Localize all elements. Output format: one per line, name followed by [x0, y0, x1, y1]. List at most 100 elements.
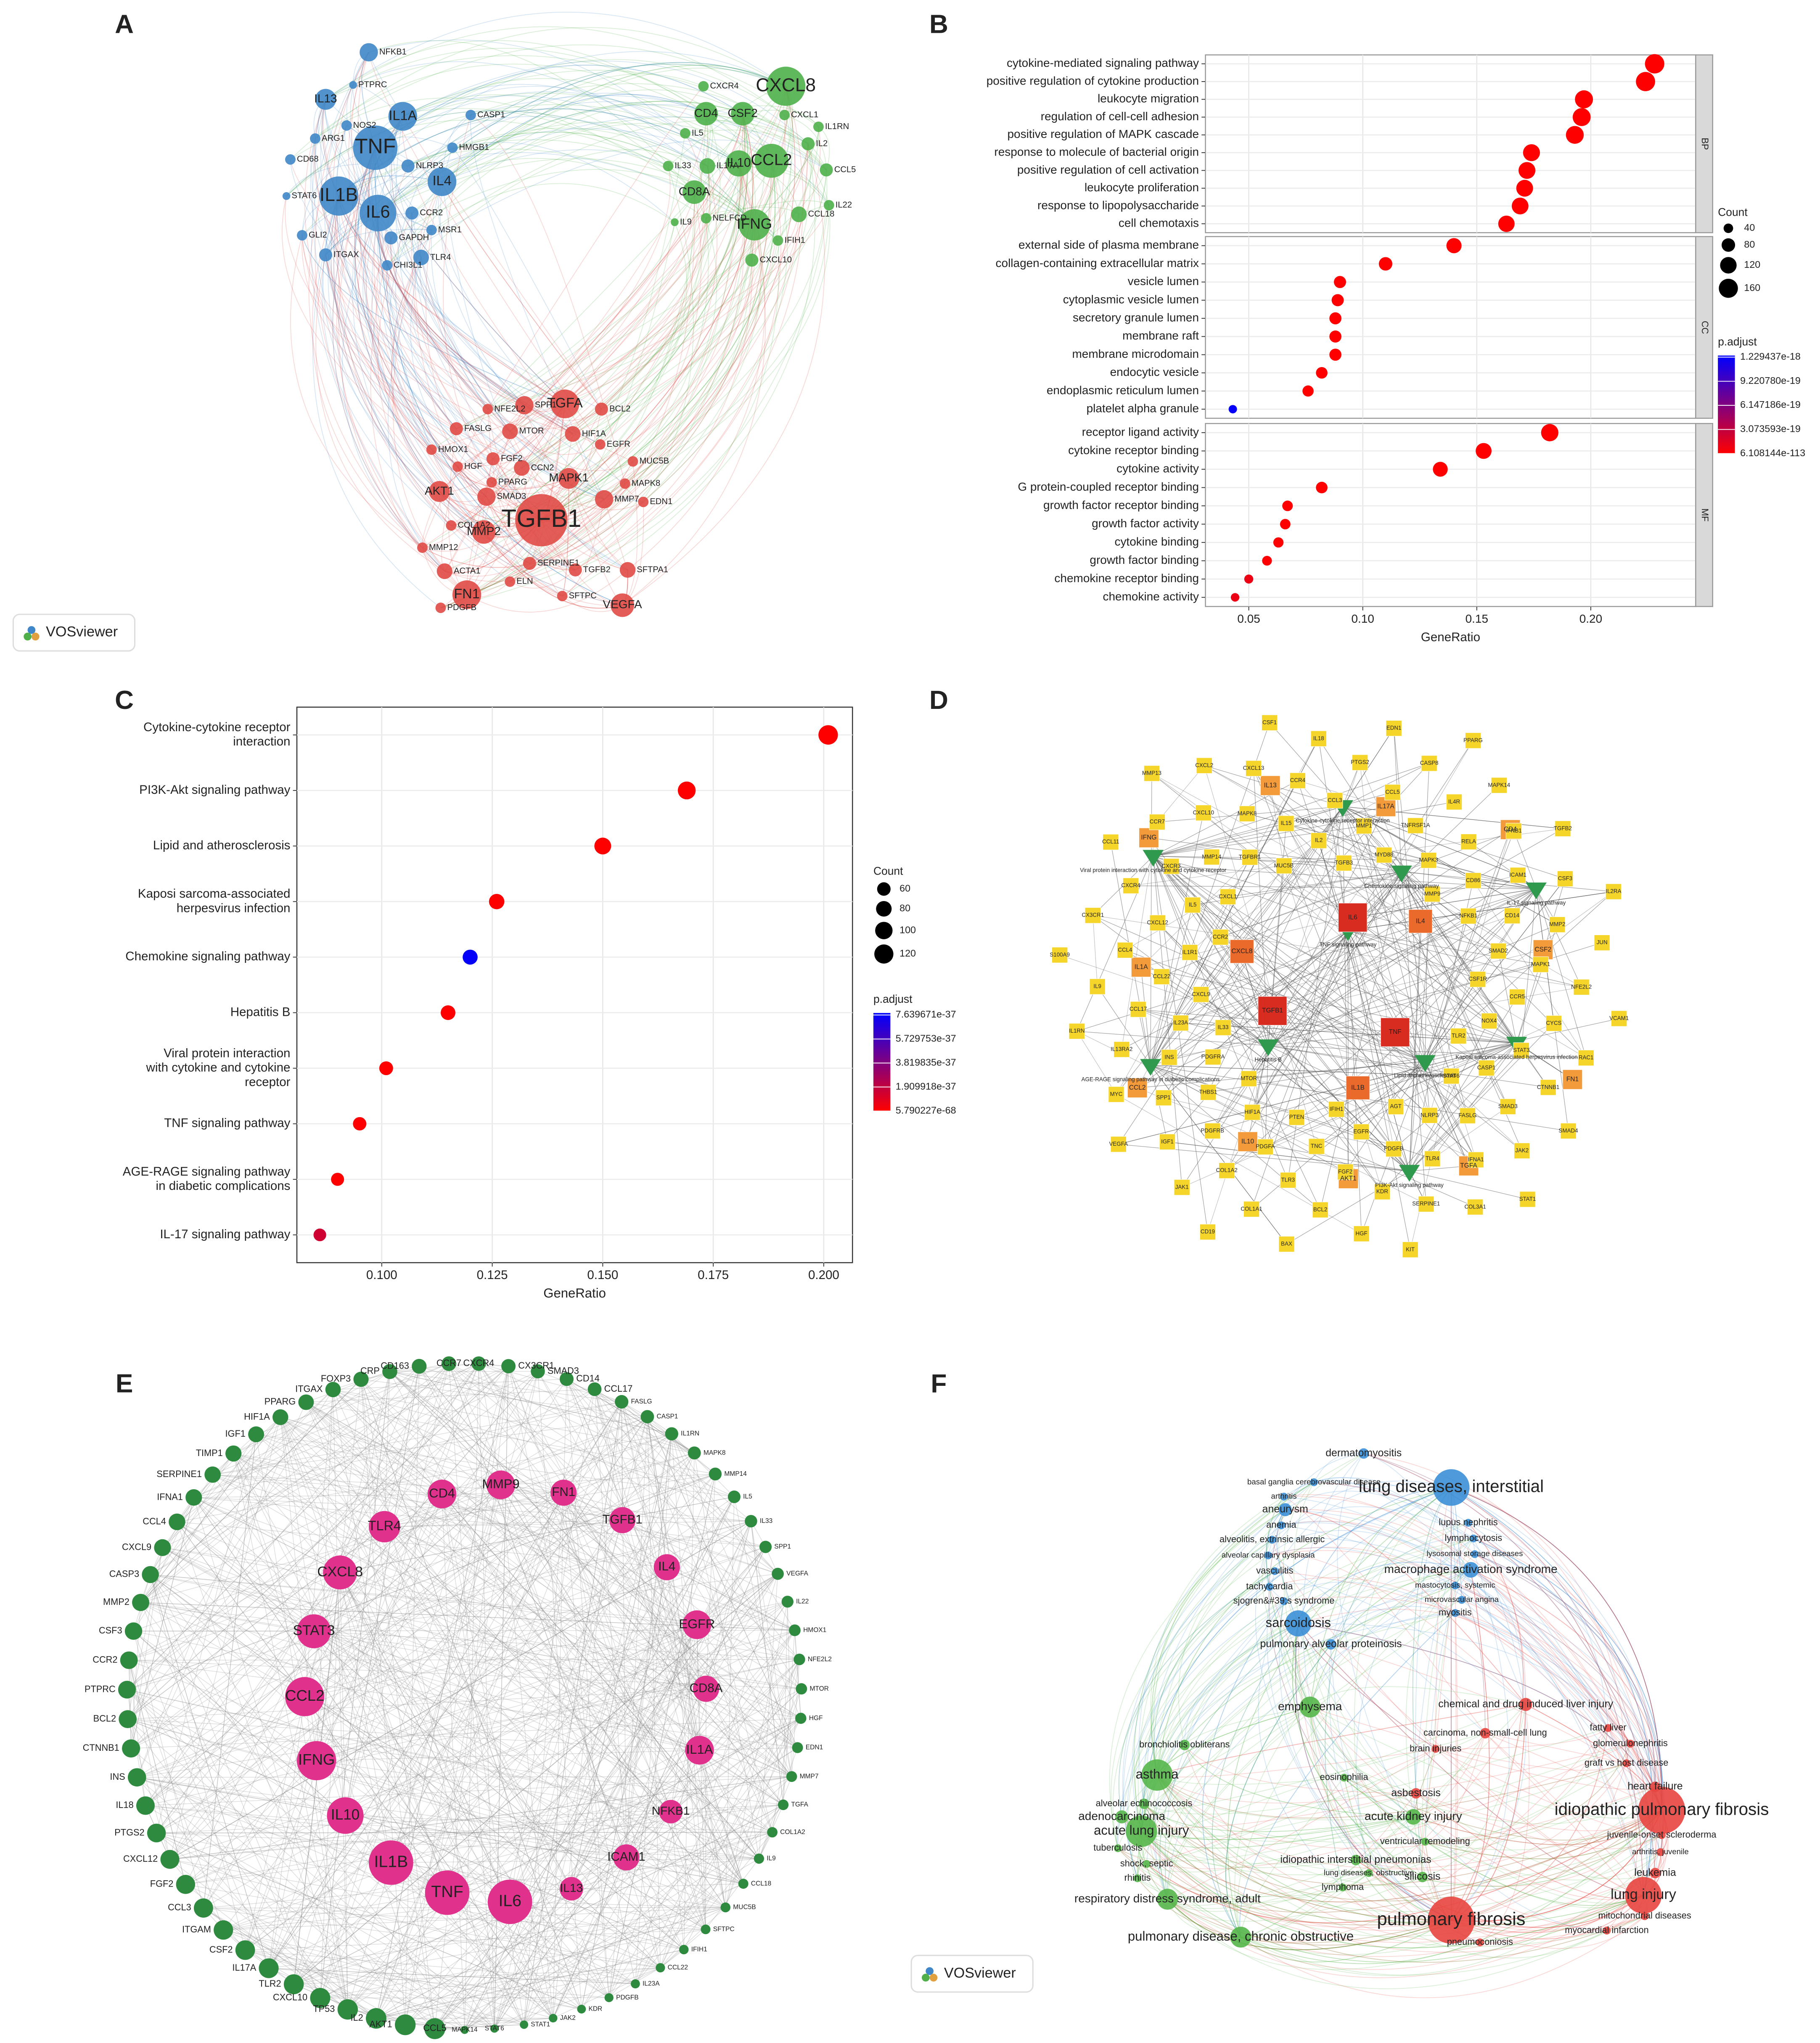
edge — [1455, 1585, 1486, 1734]
edge — [286, 93, 772, 196]
edge — [500, 1485, 661, 1968]
node — [477, 487, 496, 506]
edge — [268, 1815, 346, 1969]
dot — [1636, 72, 1655, 91]
node-label: HIF1A — [1244, 1109, 1260, 1115]
edge — [1347, 740, 1473, 931]
node-label: CD4 — [1504, 826, 1517, 833]
node-label: TGFB1 — [603, 1512, 643, 1526]
node-label: PDGFB — [1384, 1145, 1403, 1152]
edge — [510, 86, 796, 582]
edge — [140, 1366, 420, 1603]
node — [1182, 944, 1198, 961]
edge — [1269, 1586, 1607, 1931]
edge — [1109, 1509, 1286, 1848]
edge — [212, 1363, 479, 1475]
edge — [386, 120, 808, 266]
node-label: TLR3 — [1281, 1176, 1295, 1183]
edge — [1283, 865, 1489, 1021]
edge — [1167, 1876, 1423, 1922]
edge — [1409, 996, 1518, 1171]
node — [442, 1356, 456, 1371]
edge — [1212, 1623, 1299, 1937]
edge — [442, 73, 704, 182]
edge — [360, 1379, 435, 2029]
node — [447, 142, 458, 153]
edge — [1298, 1562, 1471, 1624]
node-label: FASLG — [464, 424, 492, 433]
edge — [1143, 1763, 1627, 1842]
node-label: MMP7 — [614, 494, 639, 504]
edge — [466, 161, 772, 595]
edge — [306, 1402, 759, 1859]
edge — [470, 114, 626, 484]
node — [1114, 1041, 1130, 1058]
edge — [1220, 860, 1429, 938]
legend-dot — [875, 922, 893, 939]
edge — [1146, 1810, 1662, 1923]
edge — [1153, 1482, 1315, 1775]
edge — [622, 1520, 744, 1884]
node — [638, 497, 649, 507]
edge — [1135, 1571, 1275, 1832]
node — [656, 1963, 665, 1973]
edge — [1153, 763, 1429, 856]
edge — [1268, 1045, 1586, 1058]
edge — [1471, 1569, 1526, 1705]
dot — [1334, 276, 1346, 288]
edge — [1249, 930, 1348, 1079]
edge — [1237, 1569, 1471, 1937]
node-label: MAPK1 — [549, 471, 589, 484]
node-label: PPARG — [498, 477, 527, 486]
edge — [1192, 905, 1269, 1046]
y-tick-label: chemokine receptor binding — [1054, 572, 1199, 585]
node — [1604, 1724, 1612, 1732]
y-tick-label: growth factor receptor binding — [1043, 498, 1199, 511]
node — [486, 452, 500, 465]
edge — [1471, 1569, 1651, 1895]
edge — [177, 1521, 726, 1908]
node-label: CCL3 — [168, 1902, 191, 1913]
edge — [1432, 1106, 1508, 1159]
edge — [177, 1371, 390, 1522]
edge — [566, 1379, 706, 1689]
node-label: SMAD2 — [1489, 947, 1508, 954]
node-label: COL1A2 — [458, 521, 490, 530]
node-label: idiopathic interstitial pneumonias — [1280, 1853, 1431, 1865]
edge — [286, 194, 378, 214]
edge — [521, 468, 644, 510]
nodes — [118, 1356, 807, 2039]
edge — [442, 89, 743, 182]
edge — [487, 222, 675, 410]
edge — [368, 40, 778, 241]
edge — [193, 1363, 479, 1498]
edge — [285, 196, 457, 429]
edge — [1309, 1707, 1416, 1794]
node-label: alveolitis, extrinsic allergic — [1220, 1534, 1325, 1544]
edge — [1143, 1803, 1662, 1886]
dot — [1566, 126, 1584, 144]
node-label: pulmonary alveolar proteinosis — [1260, 1638, 1402, 1649]
node — [124, 1622, 143, 1640]
node — [1215, 1019, 1231, 1036]
node-label: IL33 — [1218, 1024, 1229, 1031]
edge — [1309, 1487, 1452, 1707]
edge — [622, 143, 825, 606]
edge — [156, 1567, 667, 1834]
node — [640, 1410, 654, 1424]
edge — [347, 1901, 511, 2010]
edge — [402, 116, 573, 434]
node-label: CASP8 — [1420, 760, 1439, 766]
node — [1385, 1141, 1402, 1157]
edge — [1415, 1793, 1662, 1850]
edge — [137, 1688, 706, 1778]
node-label: HMGB1 — [459, 143, 489, 152]
edge — [339, 1572, 511, 1902]
panel-label: A — [115, 10, 134, 39]
edge — [185, 1884, 661, 1968]
edge — [1141, 1816, 1414, 1849]
node — [1340, 1773, 1348, 1782]
edge — [1156, 1585, 1455, 1775]
edge — [1309, 1686, 1526, 1707]
edge — [185, 1496, 735, 1885]
